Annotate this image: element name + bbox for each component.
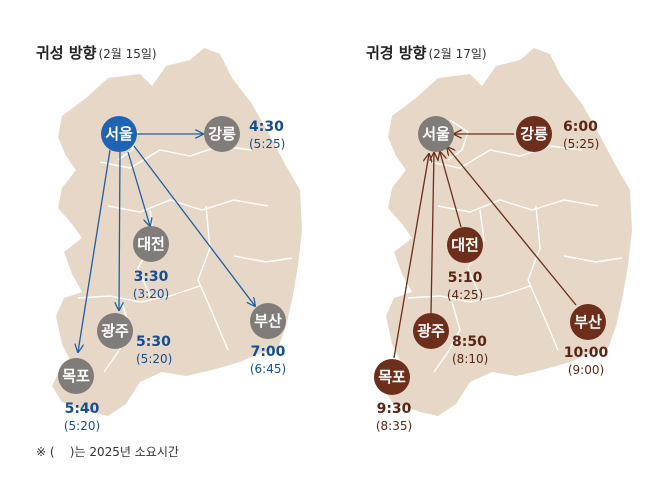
previous-travel-time: (9:00) [568,363,604,377]
previous-travel-time: (3:20) [133,287,169,301]
footnote: ※ ( )는 2025년 소요시간 [36,445,179,459]
korea-map-left [52,48,302,416]
city-seoul: 서울 [418,116,454,152]
departure-title: 귀성 방향 (2월 15일) [36,44,157,62]
previous-travel-time: (5:20) [64,419,100,433]
city-marker [133,226,169,262]
route-seoul-daejeon [127,151,150,226]
city-mokpo: 목포 5:40 (5:20) [58,358,100,433]
travel-time: 5:40 [65,401,100,417]
travel-time: 7:00 [251,344,286,360]
city-name: 광주 [101,322,129,340]
previous-travel-time: (8:35) [376,419,412,433]
route-daejeon-seoul [440,152,462,228]
previous-travel-time: (5:25) [249,137,285,151]
city-daejeon: 대전 5:10 (4:25) [447,227,483,302]
city-name: 광주 [417,322,445,340]
route-busan-seoul [447,147,577,306]
travel-time: 6:00 [563,119,598,135]
city-gangneung: 강릉 6:00 (5:25) [516,116,599,152]
city-marker [447,227,483,263]
city-marker [250,303,286,339]
city-name: 부산 [254,312,282,330]
city-marker [516,116,552,152]
city-marker [204,116,240,152]
previous-travel-time: (8:10) [452,352,488,366]
previous-travel-time: (5:20) [136,352,172,366]
travel-time: 5:10 [448,270,483,286]
city-busan: 부산 10:00 (9:00) [564,304,609,377]
korea-landmass [52,48,302,416]
city-gangneung: 강릉 4:30 (5:25) [204,116,285,152]
route-gwangju-seoul [431,153,434,314]
route-arrows-left [78,134,255,352]
previous-travel-time: (4:25) [447,288,483,302]
city-marker [418,116,454,152]
city-name: 서울 [422,125,450,143]
departure-panel: 귀성 방향 (2월 15일) 서울 강릉 4:30 (5:25) 대전 3:30 [36,44,302,433]
travel-time: 3:30 [134,269,169,285]
city-marker [58,358,94,394]
travel-time: 10:00 [564,345,609,361]
city-gwangju: 광주 5:30 (5:20) [97,313,172,366]
route-arrows-right [393,134,577,359]
city-name: 강릉 [520,125,548,143]
route-seoul-gwangju [119,151,120,310]
city-name: 강릉 [208,125,236,143]
city-name: 부산 [574,313,602,331]
city-marker [97,313,133,349]
city-gwangju: 광주 8:50 (8:10) [413,313,488,366]
city-marker [413,313,449,349]
travel-time: 5:30 [136,334,171,350]
city-seoul: 서울 [101,116,137,152]
city-daejeon: 대전 3:30 (3:20) [133,226,169,301]
travel-time: 9:30 [377,401,412,417]
route-seoul-busan [133,145,255,306]
previous-travel-time: (5:25) [563,137,599,151]
travel-time: 8:50 [452,334,487,350]
city-name: 서울 [105,125,133,143]
travel-time: 4:30 [249,119,284,135]
city-mokpo: 목포 9:30 (8:35) [374,359,412,433]
city-name: 대전 [451,236,479,254]
city-busan: 부산 7:00 (6:45) [250,303,286,376]
city-name: 대전 [137,235,165,253]
route-mokpo-seoul [393,154,429,359]
city-marker [374,359,410,395]
return-title: 귀경 방향 (2월 17일) [366,44,487,62]
city-marker [570,304,606,340]
route-seoul-mokpo [78,149,111,352]
return-panel: 귀경 방향 (2월 17일) 서울 강릉 6:00 (5:25) 대전 5:10 [366,44,632,433]
city-name: 목포 [378,368,406,386]
previous-travel-time: (6:45) [250,362,286,376]
city-name: 목포 [62,367,90,385]
city-marker [101,116,137,152]
